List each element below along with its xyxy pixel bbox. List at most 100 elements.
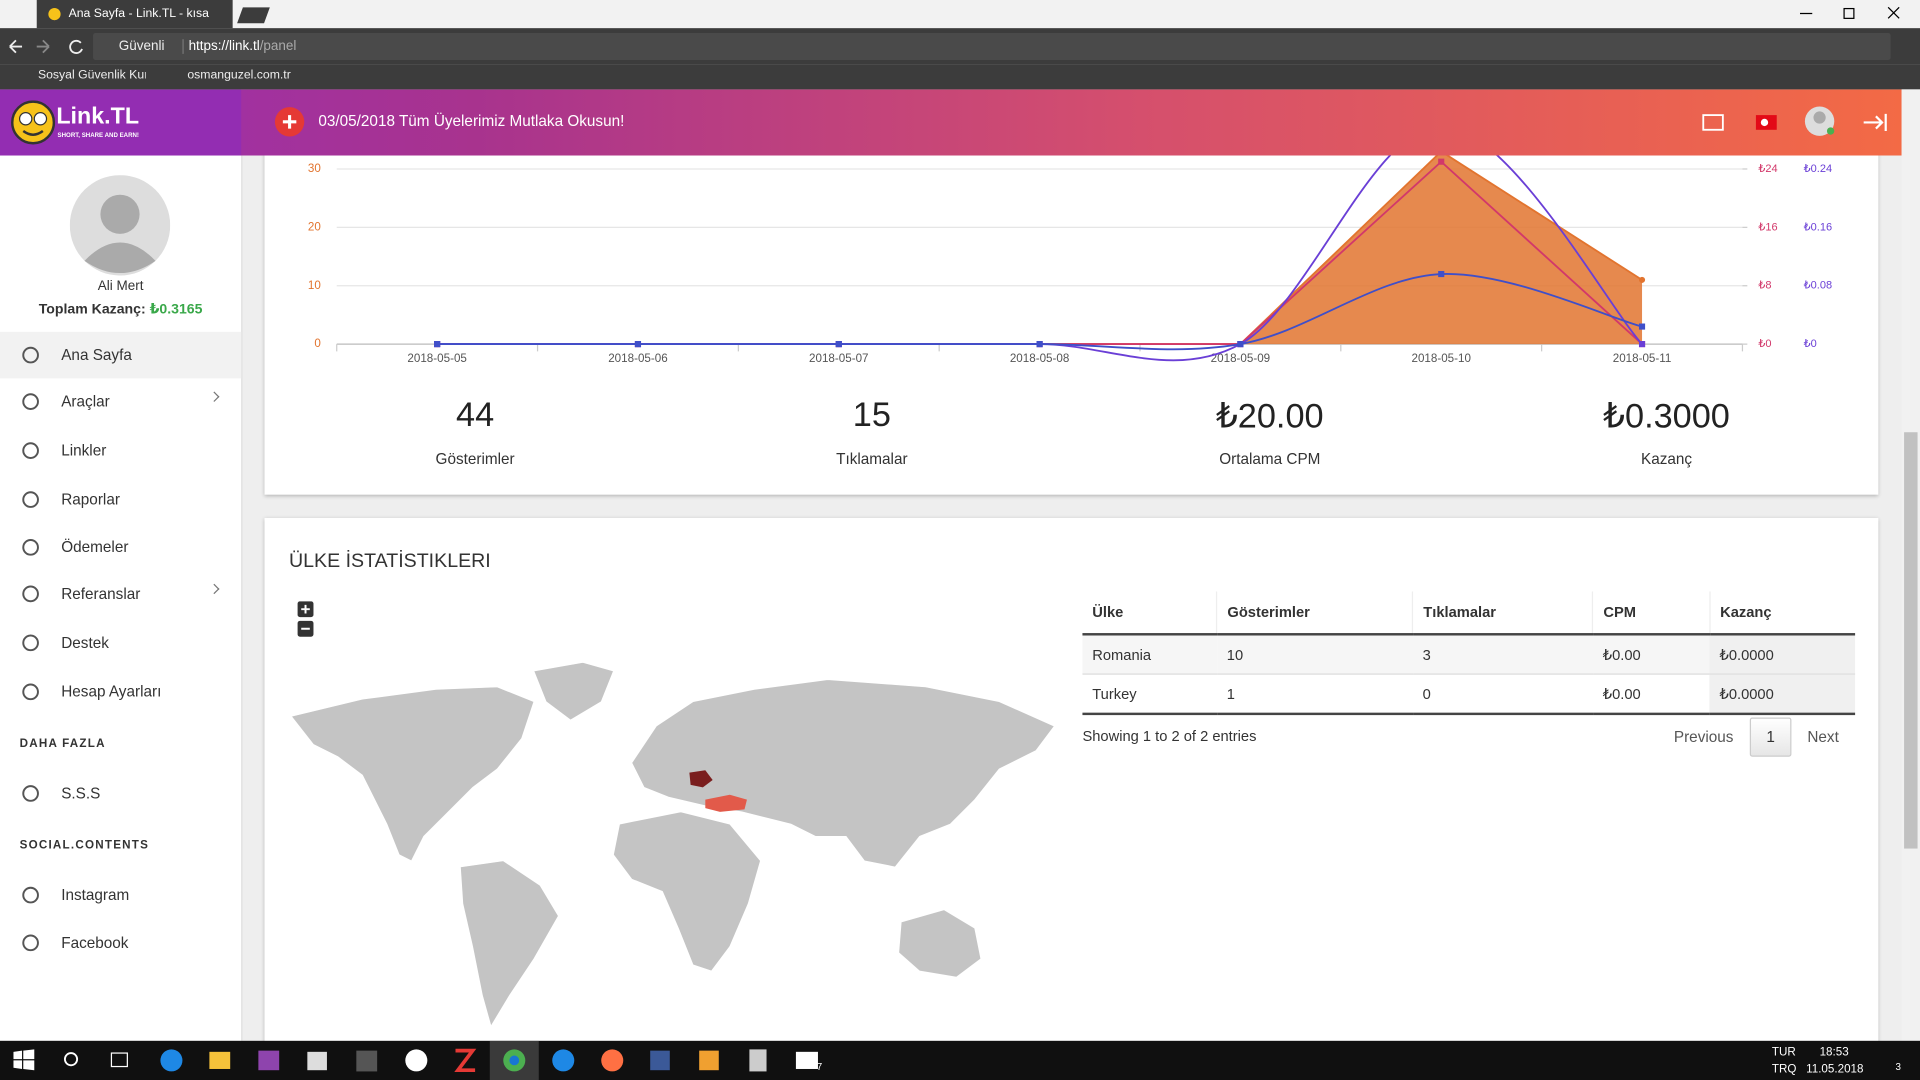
menu-item[interactable]: S.S.S [0, 770, 241, 817]
notification-count[interactable]: 3 [1895, 1061, 1901, 1073]
menu-arrow [209, 583, 220, 595]
table-cell: 1 [1216, 674, 1413, 716]
stat-label: Gösterimler [435, 450, 515, 468]
input-layout[interactable]: TRQ [1771, 1062, 1797, 1077]
menu-item[interactable]: Raporlar [0, 476, 241, 523]
menu-label: Araçlar [61, 393, 110, 411]
series-point [1638, 341, 1646, 348]
menu-section-heading: SOCIAL.CONTENTS [19, 838, 150, 853]
menu-icon-shape [22, 585, 39, 603]
stat-value: ₺0.3000 [1603, 396, 1730, 435]
menu-item[interactable]: Facebook [0, 920, 241, 967]
menu-icon-shape [22, 886, 39, 904]
series-area [437, 151, 1643, 345]
stat-value: ₺20.00 [1215, 396, 1324, 435]
menu-label: Facebook [61, 934, 129, 952]
map-zoom[interactable] [297, 601, 315, 638]
new-tab[interactable] [237, 7, 270, 24]
table-row: Turkey 1 0 ₺0.00 ₺0.0000 [1082, 674, 1856, 716]
menu-item[interactable]: Linkler [0, 427, 241, 474]
scroll-thumb[interactable] [1904, 432, 1918, 849]
y3-tick-label: ₺0.08 [1804, 280, 1832, 292]
stat-value: 44 [456, 395, 495, 434]
menu-item[interactable]: Instagram [0, 872, 241, 919]
menu-icon [22, 585, 39, 603]
menu-item[interactable]: Ana Sayfa [0, 331, 242, 379]
menu-icon-shape [22, 393, 39, 410]
clock-date[interactable]: 11.05.2018 [1806, 1062, 1864, 1077]
column-header[interactable]: CPM [1592, 591, 1711, 636]
announce-icon[interactable] [274, 107, 305, 138]
series-point [835, 341, 842, 348]
menu-icon [22, 683, 39, 701]
bookmarks-bar: Sosyal Güvenlik Kur osmanguzel.com.tr [0, 64, 1920, 90]
mail-badge: 7 [816, 1061, 823, 1073]
menu-icon-shape [22, 491, 39, 508]
avatar [69, 175, 171, 276]
logo-tagline: SHORT, SHARE AND EARN! [57, 132, 139, 140]
x-tick-label: 2018-05-10 [1411, 352, 1471, 365]
stat-label: Ortalama CPM [1219, 450, 1321, 468]
column-header[interactable]: Kazanç [1709, 591, 1856, 636]
pager-button[interactable]: Previous [1673, 728, 1734, 746]
menu-item[interactable]: Ödemeler [0, 524, 241, 571]
tab-strip: Ana Sayfa - Link.TL - kısal [0, 0, 1920, 29]
menu-icon [22, 634, 39, 652]
pager-button[interactable]: Next [1807, 728, 1839, 746]
total-earnings: Toplam Kazanç: ₺0.3165 [0, 300, 241, 317]
total-value: ₺0.3165 [149, 302, 203, 318]
y2-tick-label: ₺16 [1758, 221, 1777, 233]
y3-tick-label: ₺0.24 [1804, 163, 1832, 175]
menu-item[interactable]: Referanslar [0, 571, 241, 618]
series-point [1638, 323, 1646, 330]
bookmark[interactable]: osmanguzel.com.tr [187, 68, 291, 83]
y2-tick-label: ₺0 [1758, 338, 1771, 350]
active-tab[interactable]: Ana Sayfa - Link.TL - kısal [36, 0, 233, 29]
menu-icon [22, 886, 39, 904]
menu-icon [22, 785, 39, 802]
header-icons [1702, 106, 1887, 136]
menu-icon [22, 934, 39, 952]
logo-text: Link.TL [56, 104, 140, 130]
column-header[interactable]: Tıklamalar [1412, 591, 1594, 636]
stat-label: Tıklamalar [836, 450, 908, 468]
stat-label: Kazanç [1640, 450, 1693, 468]
column-header[interactable]: Ülke [1082, 591, 1218, 636]
menu-icon-shape [22, 539, 39, 556]
tab-close[interactable] [216, 5, 226, 17]
y-tick-label: 30 [308, 162, 321, 175]
logout-icon[interactable] [1863, 113, 1887, 132]
country-card: ÜLKE İSTATİSTIKLERI Ülke Gösterimler Tıkla… [264, 517, 1879, 1057]
north-america [290, 686, 535, 862]
australia [898, 909, 982, 978]
clock-time[interactable]: 18:53 [1819, 1045, 1849, 1060]
column-header[interactable]: Gösterimler [1216, 591, 1414, 636]
announcement[interactable]: 03/05/2018 Tüm Üyelerimiz Mutlaka Okusun… [318, 112, 625, 130]
input-lang[interactable]: TUR [1771, 1045, 1796, 1060]
fullscreen-icon[interactable] [1702, 114, 1724, 131]
url: https://link.tl/panel [182, 39, 296, 54]
omnibox[interactable]: Güvenli https://link.tl/panel [93, 33, 1891, 60]
menu-icon [22, 346, 39, 364]
nav-buttons[interactable] [7, 38, 85, 55]
pager-button[interactable]: 1 [1749, 717, 1792, 757]
menu-item[interactable]: Destek [0, 620, 241, 667]
logo-area: Link.TL SHORT, SHARE AND EARN! [0, 89, 242, 156]
taskbar-icons[interactable] [0, 1040, 857, 1080]
menu-icon [22, 442, 39, 459]
table-info: Showing 1 to 2 of 2 entries [1082, 727, 1257, 745]
menu-item[interactable]: Hesap Ayarları [0, 669, 241, 716]
table-cell: ₺0.00 [1592, 674, 1710, 716]
menu-section-heading: DAHA FAZLA [19, 737, 106, 751]
tab-title: Ana Sayfa - Link.TL - kısal [68, 7, 210, 21]
south-america [460, 860, 559, 1028]
url-host: https://link.tl [188, 39, 260, 54]
table-cell: 3 [1412, 634, 1593, 675]
bookmark[interactable]: Sosyal Güvenlik Kur [37, 68, 146, 83]
x-tick-label: 2018-05-07 [809, 352, 868, 365]
scrollbar[interactable] [1901, 89, 1920, 1041]
menu-icon-shape [22, 442, 39, 459]
secure-label: Güvenli [118, 39, 165, 54]
menu-item[interactable]: Araçlar [0, 378, 241, 425]
table-cell: ₺0.0000 [1709, 634, 1856, 675]
